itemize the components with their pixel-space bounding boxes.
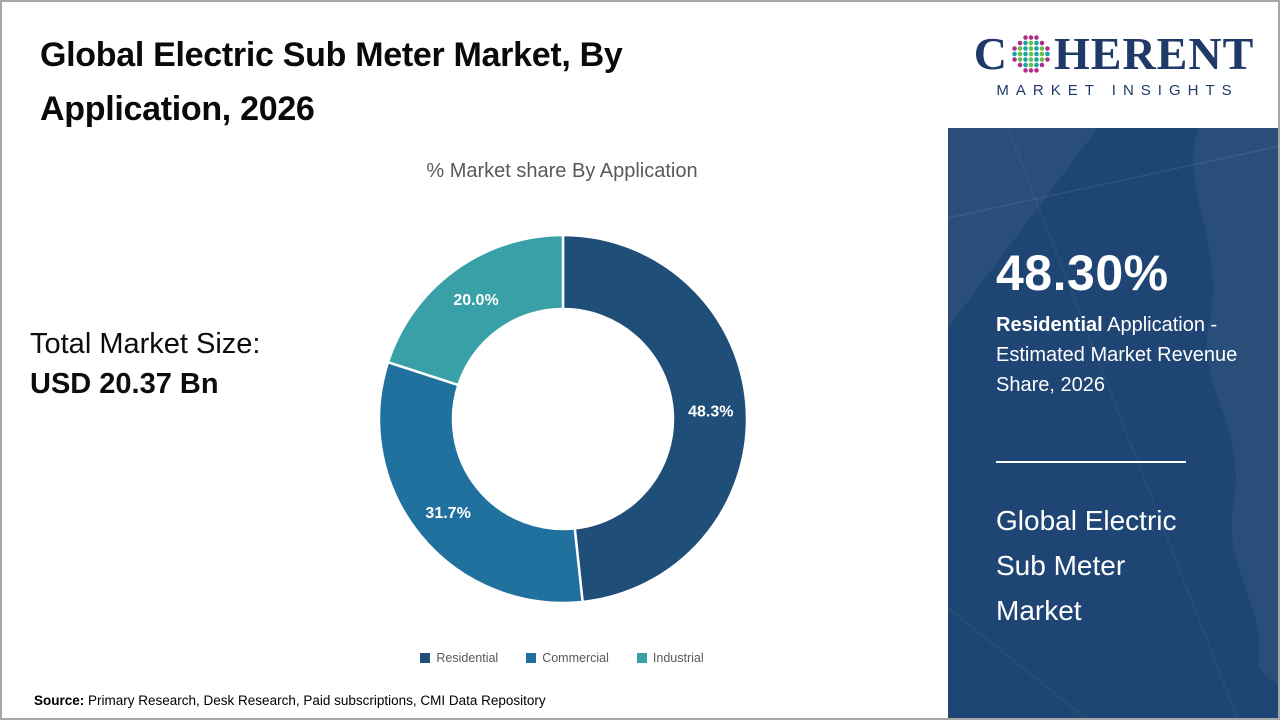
logo-word-end: HERENT xyxy=(1053,28,1255,79)
legend-item-residential: Residential xyxy=(420,651,498,665)
legend-swatch-icon xyxy=(420,653,431,663)
legend-swatch-icon xyxy=(636,653,647,663)
sidebar-market-name: Global Electric Sub Meter Market xyxy=(996,505,1177,626)
chart-title: % Market share By Application xyxy=(426,160,698,182)
donut-data-label: 20.0% xyxy=(453,292,498,309)
sidebar-stat-value: 48.30% xyxy=(996,245,1169,301)
chart-legend: Residential Commercial Industrial xyxy=(88,648,1036,668)
world-map-texture xyxy=(948,128,1278,718)
legend-label: Commercial xyxy=(542,651,609,665)
total-market-size-label: Total Market Size: xyxy=(30,328,261,360)
donut-chart: 48.3% 31.7% 20.0% xyxy=(362,218,764,620)
logo-subtitle: MARKET INSIGHTS xyxy=(996,82,1239,99)
donut-data-label: 31.7% xyxy=(425,505,470,522)
legend-label: Industrial xyxy=(652,651,704,665)
legend-item-industrial: Industrial xyxy=(636,651,704,665)
page-title: Global Electric Sub Meter Market, By App… xyxy=(40,36,623,128)
legend-label: Residential xyxy=(436,651,499,665)
total-market-size: Total Market Size: USD 20.37 Bn xyxy=(30,324,260,404)
sidebar-stat-description: Residential Application - Estimated Mark… xyxy=(996,310,1248,400)
sidebar: 48.30% Residential Application - Estimat… xyxy=(948,128,1278,718)
logo-area: C HERENT MARKET INSIGHTS xyxy=(948,2,1278,128)
source-label: Source: xyxy=(34,693,85,708)
legend-swatch-icon xyxy=(526,653,537,663)
coherent-logo: C HERENT xyxy=(974,31,1255,77)
donut-segment-commercial xyxy=(377,360,584,605)
logo-word-start: C xyxy=(973,28,1008,79)
coherent-globe-icon xyxy=(1012,35,1050,73)
sidebar-stat-desc-rest: Application - Estimated Market Revenue S… xyxy=(996,314,1238,396)
donut-chart-svg: 48.3% 31.7% 20.0% xyxy=(377,233,749,605)
sidebar-stat-desc-bold: Residential xyxy=(996,314,1103,336)
legend-item-commercial: Commercial xyxy=(526,651,609,665)
total-market-size-value: USD 20.37 Bn xyxy=(30,368,219,400)
donut-data-label: 48.3% xyxy=(688,404,733,421)
source-text: Primary Research, Desk Research, Paid su… xyxy=(84,693,546,708)
donut-segment-industrial xyxy=(386,233,565,387)
sidebar-divider-line xyxy=(996,461,1186,463)
donut-segment-residential xyxy=(561,233,749,604)
source-note: Source: Primary Research, Desk Research,… xyxy=(34,693,546,708)
